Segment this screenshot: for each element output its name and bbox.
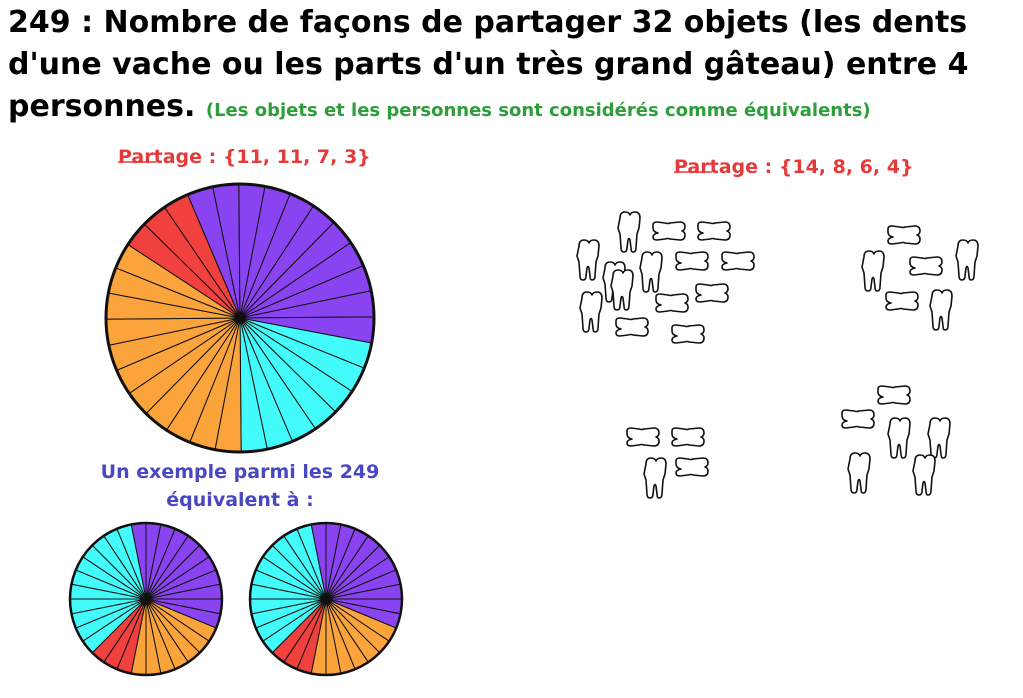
tooth-icon — [671, 324, 705, 344]
tooth-icon — [955, 239, 979, 281]
tooth-icon — [695, 283, 729, 303]
tooth-icon — [615, 317, 649, 337]
right-partition-label: Partage : {14, 8, 6, 4} — [674, 156, 914, 178]
tooth-icon — [652, 221, 686, 241]
tooth-icon — [675, 251, 709, 271]
tooth-icon — [912, 454, 936, 496]
tooth-icon — [579, 291, 603, 333]
tooth-icon — [909, 256, 943, 276]
tooth-icon — [877, 385, 911, 405]
tooth-icon — [626, 427, 660, 447]
tooth-icon — [887, 417, 911, 459]
title-main: 249 : Nombre de façons de partager 32 ob… — [8, 5, 969, 124]
tooth-group-4 — [841, 385, 951, 496]
tooth-group-3 — [626, 427, 709, 499]
tooth-group-1 — [576, 211, 755, 344]
tooth-icon — [927, 417, 951, 459]
tooth-group-2 — [861, 225, 979, 331]
title-note: (Les objets et les personnes sont consid… — [205, 100, 871, 121]
left-partition-label: Partage : {11, 11, 7, 3} — [118, 146, 371, 168]
small-pie-1 — [68, 521, 224, 677]
tooth-icon — [655, 293, 689, 313]
tooth-icon — [861, 250, 885, 292]
example-label-line2: équivalent à : — [166, 489, 314, 511]
tooth-icon — [697, 221, 731, 241]
page-title: 249 : Nombre de façons de partager 32 ob… — [8, 2, 1018, 132]
tooth-icon — [639, 251, 663, 293]
pie-outline — [248, 521, 404, 677]
tooth-icon — [617, 211, 641, 253]
example-label: Un exemple parmi les 249 équivalent à : — [60, 458, 420, 514]
tooth-icon — [643, 457, 667, 499]
tooth-icon — [576, 239, 600, 281]
big-pie — [104, 182, 376, 454]
tooth-icon — [610, 269, 634, 311]
tooth-icon — [671, 427, 705, 447]
example-label-line1: Un exemple parmi les 249 — [100, 461, 380, 483]
tooth-icon — [885, 291, 919, 311]
small-pie-2 — [248, 521, 404, 677]
tooth-icon — [841, 409, 875, 429]
tooth-icon — [887, 225, 921, 245]
tooth-icon — [929, 289, 953, 331]
pie-outline — [104, 182, 376, 454]
tooth-icon — [847, 452, 871, 494]
pie-outline — [68, 521, 224, 677]
tooth-icon — [675, 457, 709, 477]
tooth-icon — [721, 251, 755, 271]
